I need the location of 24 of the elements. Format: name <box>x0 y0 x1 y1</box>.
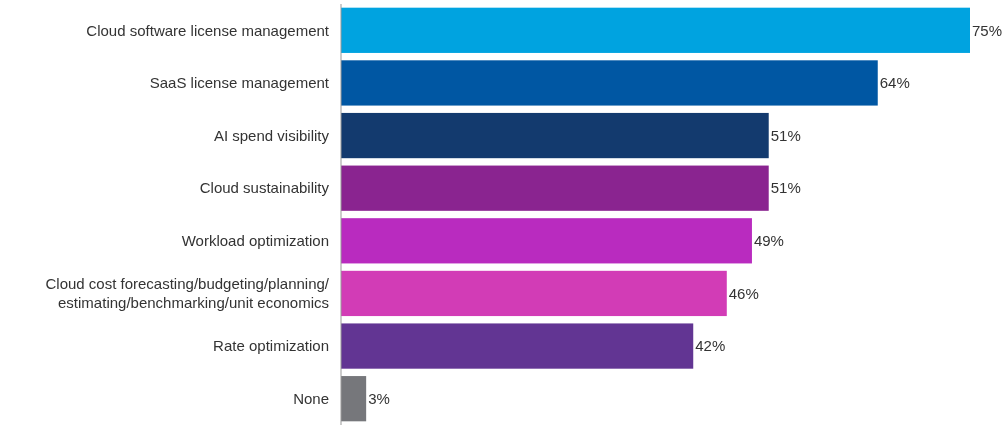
y-tick-label: Rate optimization <box>213 337 329 355</box>
bar <box>341 376 367 422</box>
data-label: 42% <box>695 337 726 355</box>
bar <box>341 60 878 106</box>
y-tick-label: AI spend visibility <box>213 126 330 144</box>
y-tick-label: Cloud software license management <box>86 21 330 39</box>
data-label: 46% <box>728 284 759 302</box>
data-label: 3% <box>368 389 390 407</box>
y-tick-label: Cloud cost forecasting/budgeting/planning/estimating/benchmarking/unit economics <box>45 275 330 312</box>
y-tick-label: Cloud sustainability <box>199 179 330 197</box>
bar <box>341 112 769 159</box>
data-label: 51% <box>770 126 801 144</box>
data-label: 49% <box>753 232 784 250</box>
bar <box>341 218 752 264</box>
y-tick-label: SaaS license management <box>149 74 330 92</box>
bar <box>341 323 694 369</box>
y-tick-label: Workload optimization <box>181 232 329 250</box>
data-label: 64% <box>879 74 910 92</box>
bar <box>341 7 970 53</box>
bar <box>341 165 769 211</box>
y-tick-label: None <box>293 389 329 407</box>
data-label: 75% <box>972 21 1003 39</box>
bar <box>341 270 727 317</box>
data-label: 51% <box>770 179 801 197</box>
